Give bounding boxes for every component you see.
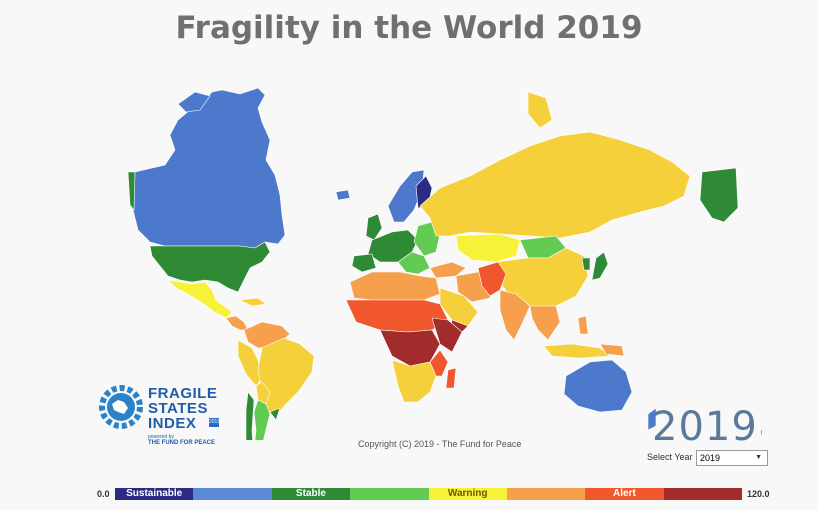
canada[interactable] bbox=[132, 87, 286, 249]
turkey[interactable] bbox=[429, 261, 467, 279]
peru-ecuador[interactable] bbox=[237, 339, 263, 387]
caribbean[interactable] bbox=[238, 297, 267, 307]
sahel[interactable] bbox=[345, 299, 449, 333]
central-asia[interactable] bbox=[455, 233, 521, 263]
legend-segment bbox=[663, 488, 742, 500]
greenland[interactable] bbox=[699, 167, 739, 223]
north-africa[interactable] bbox=[349, 271, 441, 301]
iceland[interactable] bbox=[335, 189, 351, 201]
southeast-asia[interactable] bbox=[529, 305, 561, 341]
russia-islands[interactable] bbox=[527, 91, 553, 129]
page-title: Fragility in the World 2019 bbox=[175, 10, 643, 46]
color-legend: Sustainable Stable Warning Alert bbox=[115, 488, 742, 500]
madagascar[interactable] bbox=[445, 367, 457, 389]
legend-segment bbox=[193, 488, 272, 500]
logo-org-name: THE FUND FOR PEACE bbox=[148, 440, 216, 446]
logo-powered-by: powered by bbox=[148, 434, 174, 440]
philippines[interactable] bbox=[577, 315, 589, 335]
legend-segment: Alert bbox=[585, 488, 664, 500]
logo-line-1: FRAGILE bbox=[148, 385, 218, 402]
mexico[interactable] bbox=[167, 279, 233, 319]
papua-new-guinea[interactable] bbox=[599, 343, 625, 357]
japan[interactable] bbox=[591, 251, 609, 281]
southern-africa[interactable] bbox=[391, 359, 437, 403]
uruguay[interactable] bbox=[269, 407, 281, 421]
year-tick-mark bbox=[761, 430, 762, 435]
chile[interactable] bbox=[245, 391, 255, 440]
year-display: 2019 bbox=[652, 404, 758, 450]
india[interactable] bbox=[499, 289, 531, 341]
iberia[interactable] bbox=[351, 253, 377, 273]
australia[interactable] bbox=[563, 359, 633, 413]
legend-segment bbox=[506, 488, 586, 500]
fsi-logo: FRAGILE STATES INDEX 2019 powered by THE… bbox=[98, 384, 228, 454]
logo-line-2: STATES bbox=[148, 400, 208, 417]
globe-gear-icon bbox=[99, 385, 143, 429]
legend-segment: Stable bbox=[271, 488, 351, 500]
legend-segment: Sustainable bbox=[115, 488, 194, 500]
bolivia[interactable] bbox=[255, 381, 271, 405]
indonesia[interactable] bbox=[543, 343, 611, 359]
legend-segment bbox=[350, 488, 429, 500]
copyright-text: Copyright (C) 2019 - The Fund for Peace bbox=[358, 439, 522, 449]
world-map[interactable] bbox=[0, 80, 818, 440]
russia[interactable] bbox=[419, 131, 691, 239]
alaska[interactable] bbox=[127, 171, 136, 211]
logo-line-3: INDEX bbox=[148, 415, 197, 432]
central-america[interactable] bbox=[225, 315, 249, 331]
legend-segment: Warning bbox=[428, 488, 507, 500]
year-select[interactable]: 2019 ▼ bbox=[696, 450, 768, 466]
argentina[interactable] bbox=[253, 399, 271, 440]
uk-ireland[interactable] bbox=[365, 213, 383, 241]
chevron-down-icon[interactable]: ▼ bbox=[755, 454, 762, 461]
central-africa[interactable] bbox=[379, 329, 441, 367]
logo-year-badge: 2019 bbox=[209, 418, 221, 427]
usa[interactable] bbox=[149, 241, 271, 293]
new-zealand[interactable] bbox=[647, 407, 657, 431]
korea[interactable] bbox=[581, 257, 591, 271]
year-select-value: 2019 bbox=[700, 453, 721, 463]
horn-of-africa[interactable] bbox=[431, 317, 463, 353]
legend-max: 120.0 bbox=[747, 489, 770, 499]
legend-min: 0.0 bbox=[97, 489, 110, 499]
select-year-label: Select Year bbox=[647, 452, 693, 462]
